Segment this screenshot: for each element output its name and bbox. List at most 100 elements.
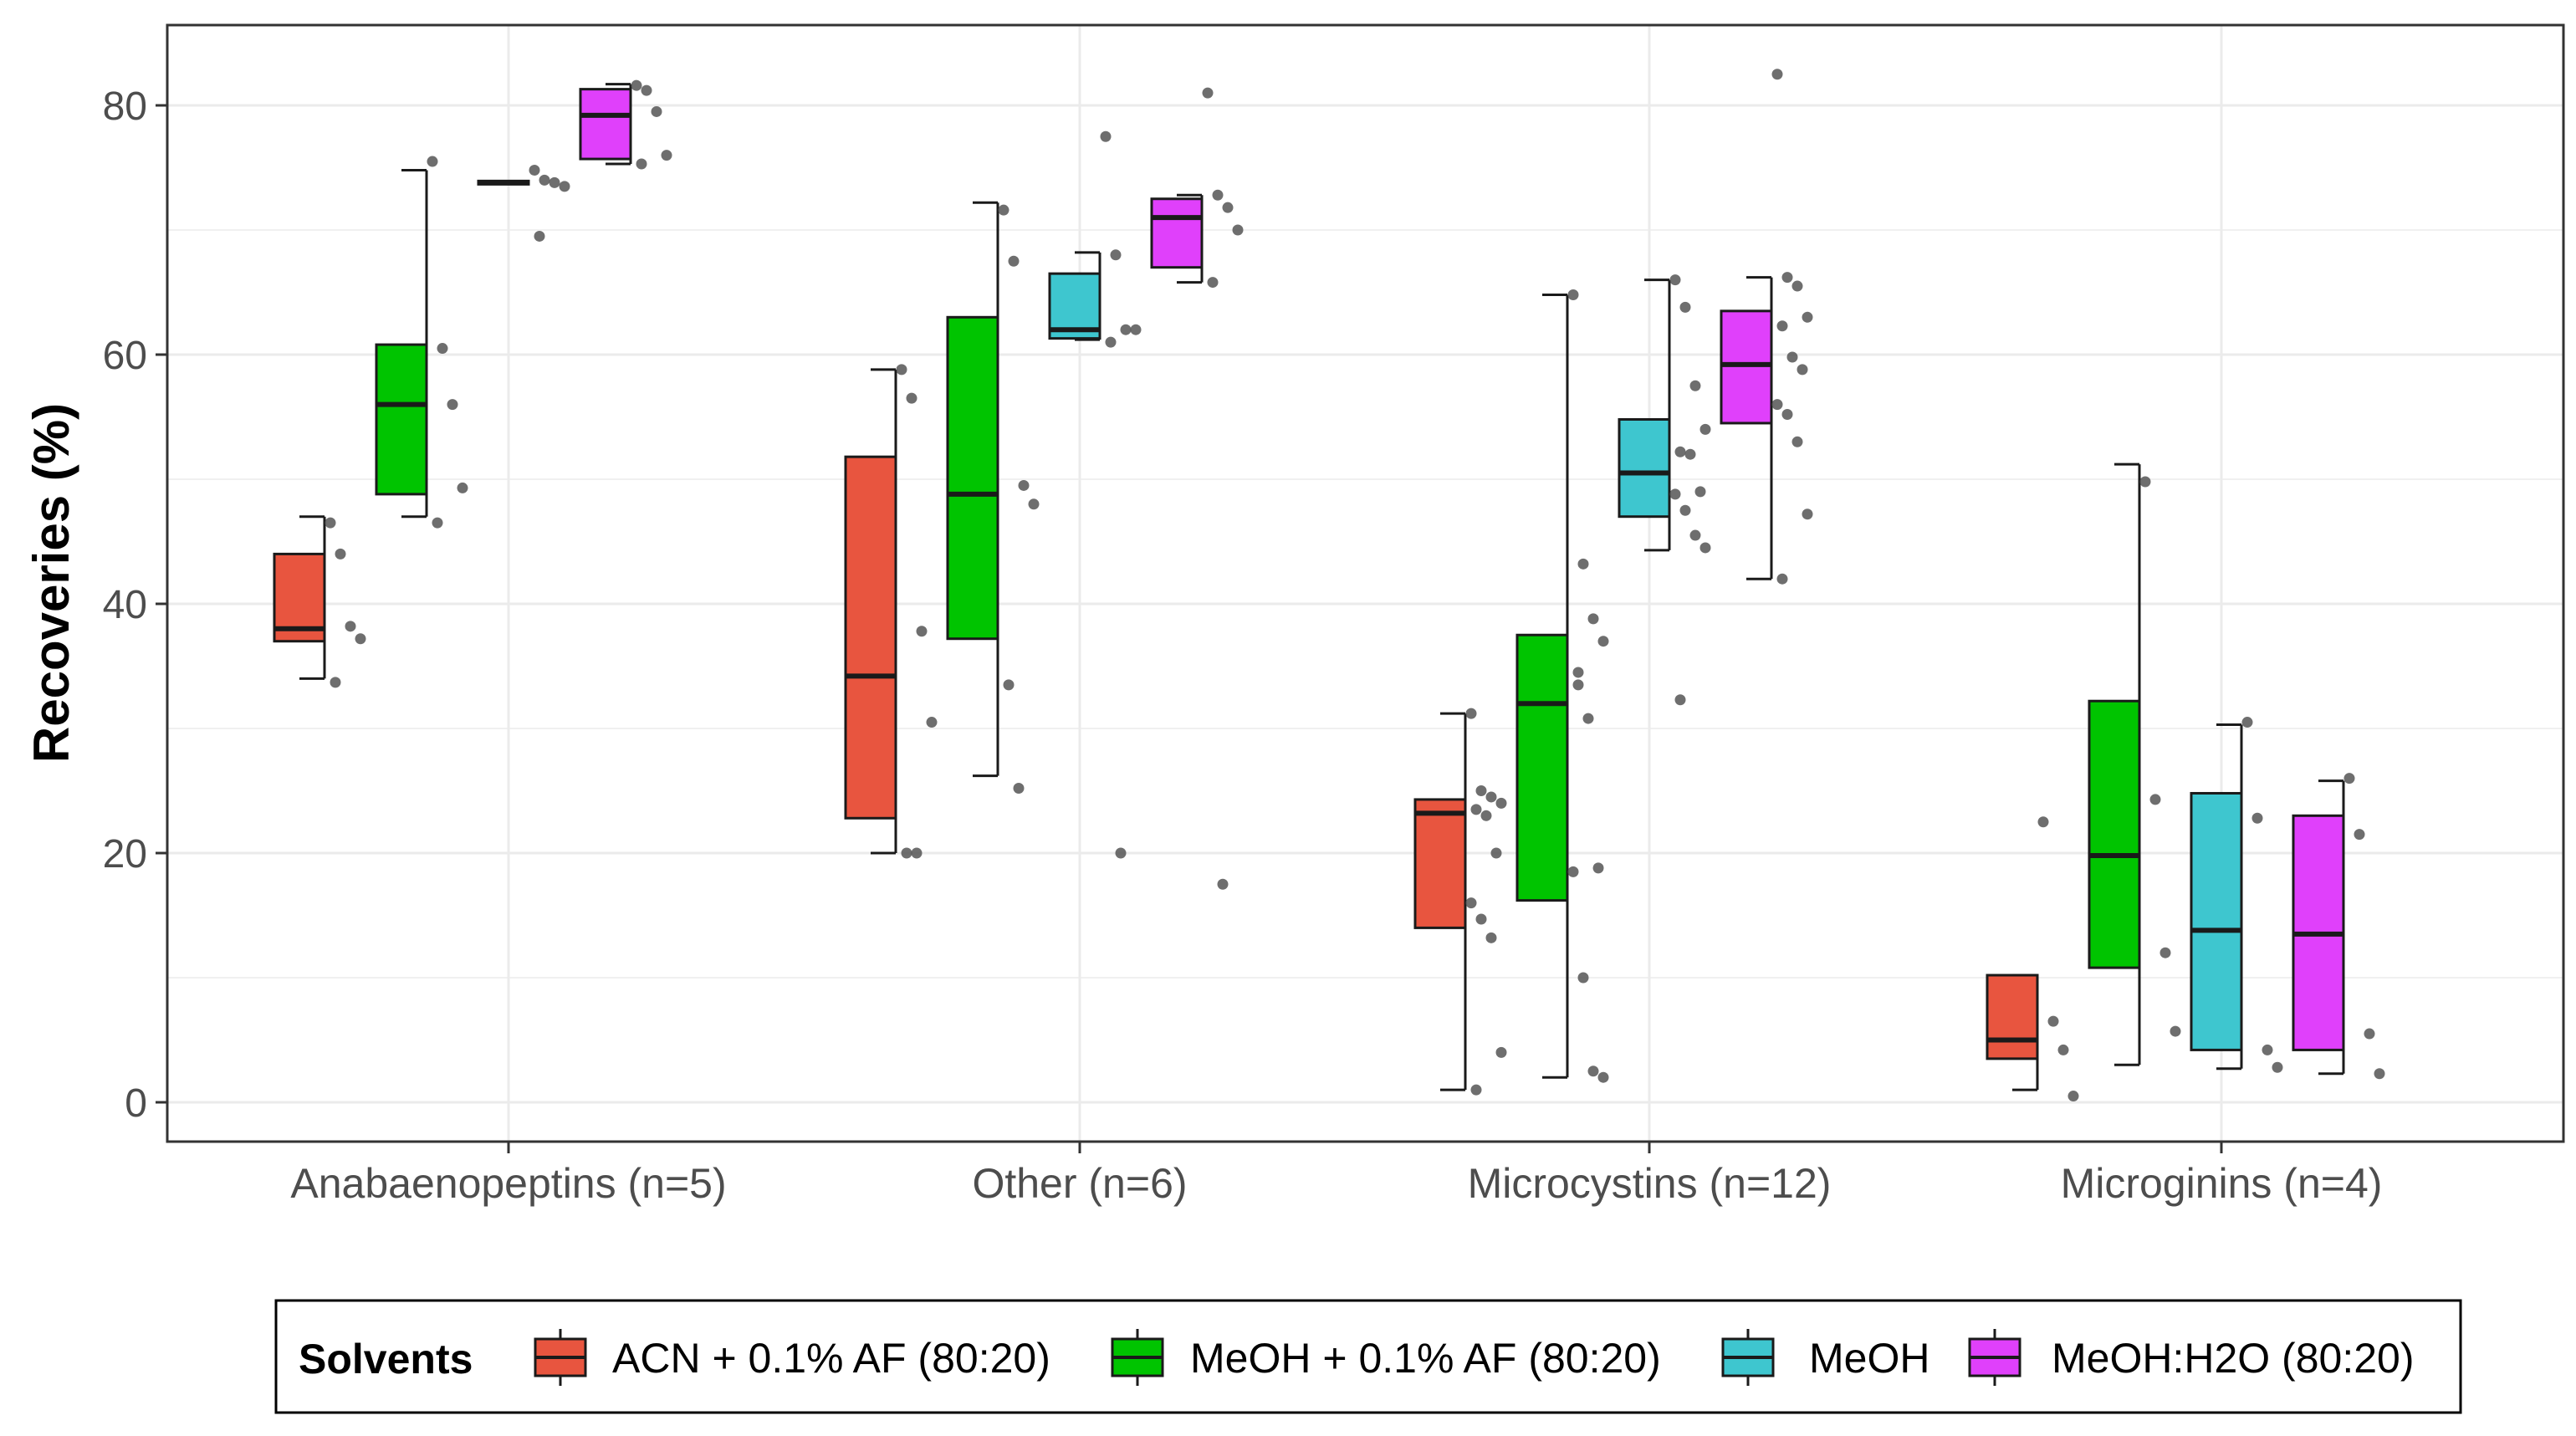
legend: Solvents ACN + 0.1% AF (80:20) MeOH + 0.1…	[274, 1299, 2462, 1414]
legend-entry-label: MeOH	[1809, 1335, 1929, 1382]
data-point	[1669, 274, 1681, 286]
legend-key	[1968, 1329, 2021, 1386]
data-point	[1567, 866, 1579, 877]
data-point	[534, 230, 545, 242]
box-plot	[1413, 712, 1467, 1091]
x-tick-label: Other (n=6)	[972, 1160, 1187, 1207]
data-point	[1008, 255, 1020, 267]
legend-key	[1721, 1329, 1775, 1386]
plot-panel-border	[166, 23, 2565, 1143]
legend-key	[534, 1329, 587, 1386]
data-point	[1115, 847, 1127, 859]
data-point	[1567, 289, 1579, 300]
box-body	[375, 343, 428, 496]
x-tick-label: Microginins (n=4)	[2061, 1160, 2383, 1207]
data-point	[457, 482, 468, 493]
data-point	[437, 343, 448, 355]
box-plot	[477, 179, 530, 186]
data-point	[1597, 1071, 1609, 1083]
legend-entry-label: MeOH:H2O (80:20)	[2052, 1335, 2414, 1382]
legend-entry-label: ACN + 0.1% AF (80:20)	[612, 1335, 1050, 1382]
data-point	[1679, 504, 1691, 516]
y-tick-label: 80	[103, 84, 147, 129]
box-body	[1413, 798, 1467, 929]
data-point	[355, 633, 366, 645]
data-point	[926, 717, 938, 728]
data-point	[1679, 301, 1691, 313]
data-point	[432, 517, 443, 529]
data-point	[1475, 785, 1487, 796]
box-body	[1515, 633, 1569, 902]
data-point	[345, 621, 356, 632]
data-point	[1470, 1084, 1482, 1096]
data-point	[1003, 679, 1015, 691]
data-point	[1699, 423, 1711, 435]
box-plot	[2292, 779, 2345, 1076]
data-point	[1100, 130, 1112, 142]
box-body	[946, 315, 999, 641]
data-point	[529, 164, 540, 176]
data-point	[2170, 1025, 2181, 1037]
data-point	[1485, 932, 1497, 943]
data-point	[1597, 636, 1609, 647]
data-point	[1495, 797, 1507, 809]
data-point	[1699, 542, 1711, 554]
data-point	[1232, 224, 1244, 236]
y-axis-title: Recoveries (%)	[23, 403, 79, 763]
y-tick-label: 0	[125, 1081, 147, 1126]
box-plot	[946, 201, 999, 778]
data-point	[641, 84, 652, 96]
box-plot	[1150, 193, 1204, 284]
data-point	[1465, 897, 1477, 909]
data-point	[1120, 324, 1132, 335]
box-plot	[1986, 974, 2039, 1091]
data-point	[1776, 320, 1788, 332]
data-point	[1802, 311, 1813, 323]
data-point	[661, 150, 672, 161]
data-point	[1684, 448, 1696, 460]
data-point	[1674, 694, 1686, 706]
data-point	[447, 399, 458, 411]
data-point	[1470, 804, 1482, 815]
box-plot	[1618, 279, 1671, 552]
data-point	[1771, 69, 1783, 80]
data-point	[1222, 202, 1234, 213]
box-plot	[1515, 293, 1569, 1079]
data-point	[1018, 479, 1030, 491]
legend-entry-label: MeOH + 0.1% AF (80:20)	[1190, 1335, 1661, 1382]
data-point	[1674, 446, 1686, 457]
box-body	[2088, 699, 2141, 969]
box-plots	[273, 83, 2345, 1091]
data-point	[1028, 498, 1040, 510]
x-tick-label: Microcystins (n=12)	[1468, 1160, 1832, 1207]
data-point	[1217, 878, 1229, 890]
box-plot	[2088, 462, 2141, 1066]
data-point	[1577, 558, 1589, 570]
data-point	[2067, 1091, 2079, 1102]
data-point	[651, 105, 662, 117]
data-point	[896, 364, 907, 376]
data-point	[1582, 713, 1594, 724]
data-point	[1207, 277, 1219, 289]
box-body	[579, 88, 632, 161]
data-point	[2364, 1028, 2375, 1040]
data-point	[1490, 847, 1502, 859]
box-plot	[1048, 251, 1101, 341]
data-point	[911, 847, 923, 859]
box-plot	[1720, 276, 1773, 580]
data-point	[1572, 679, 1584, 691]
legend-title: Solvents	[299, 1336, 473, 1382]
box-plot	[579, 83, 632, 166]
data-point	[1577, 972, 1589, 984]
data-point	[1110, 249, 1122, 261]
data-point	[330, 677, 341, 688]
data-point	[335, 548, 346, 560]
data-point	[1495, 1046, 1507, 1058]
box-body	[1150, 197, 1204, 269]
data-point	[2159, 947, 2171, 958]
data-point	[1781, 272, 1793, 284]
data-point	[1587, 613, 1599, 625]
data-point	[559, 181, 570, 192]
data-point	[2251, 812, 2263, 824]
